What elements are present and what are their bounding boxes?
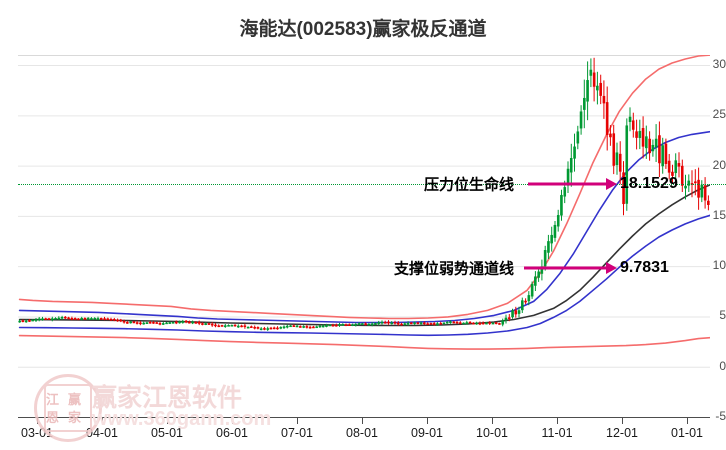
x-tick-label: 09-01	[411, 426, 443, 440]
x-tick-mark	[297, 417, 298, 424]
x-tick-mark	[232, 417, 233, 424]
x-tick-mark	[167, 417, 168, 424]
watermark-url: www.360gann.com	[92, 408, 272, 430]
seal-char-3: 恩	[46, 410, 60, 425]
annotation-arrow-support	[524, 266, 606, 270]
x-axis-line	[18, 417, 710, 418]
series-layer	[18, 55, 710, 350]
x-tick-label: 06-01	[216, 426, 248, 440]
x-tick-mark	[687, 417, 688, 424]
annotation-arrowhead-pressure	[606, 178, 617, 191]
x-tick-mark	[557, 417, 558, 424]
annotation-label-pressure: 压力位生命线	[424, 176, 515, 194]
annotation-arrowhead-support	[606, 262, 617, 275]
gridlines	[18, 65, 710, 368]
annotation-label-support: 支撑位弱势通道线	[394, 260, 515, 278]
annotation-value-support: 9.7831	[620, 259, 669, 277]
plot-area	[18, 55, 710, 417]
x-tick-mark	[492, 417, 493, 424]
x-tick-mark	[622, 417, 623, 424]
watermark-brand: 赢家江恩软件	[92, 384, 243, 412]
annotation-arrow-pressure	[528, 182, 606, 186]
x-tick-label: 05-01	[151, 426, 183, 440]
watermark-seal: 江 赢 恩 家	[34, 374, 102, 442]
seal-char-2: 赢	[68, 392, 82, 407]
x-tick-mark	[427, 417, 428, 424]
seal-char-1: 江	[46, 392, 60, 407]
x-tick-mark	[362, 417, 363, 424]
y-tick-label: -5	[715, 409, 726, 423]
y-tick-label: 20	[712, 157, 726, 172]
y-tick-label: 5	[719, 308, 726, 323]
pressure-level-dotted-line	[18, 184, 726, 186]
x-tick-label: 11-01	[541, 426, 573, 440]
x-tick-label: 01-01	[671, 426, 703, 440]
y-tick-label: 25	[712, 107, 726, 122]
annotation-value-pressure: 18.1529	[620, 175, 678, 193]
y-tick-label: 0	[719, 358, 726, 373]
y-tick-label: 10	[712, 258, 726, 273]
seal-char-4: 家	[68, 410, 82, 425]
x-tick-label: 07-01	[281, 426, 313, 440]
x-tick-label: 10-01	[476, 426, 508, 440]
x-tick-label: 08-01	[346, 426, 378, 440]
x-tick-mark	[102, 417, 103, 424]
page-title: 海能达(002583)赢家极反通道	[239, 19, 487, 40]
plot-top-border	[18, 55, 710, 56]
watermark-seal-inner	[44, 384, 92, 432]
candlestick-layer	[18, 57, 710, 331]
y-tick-label: 15	[712, 207, 726, 222]
y-tick-label: 30	[712, 57, 726, 72]
x-tick-label: 12-01	[606, 426, 638, 440]
